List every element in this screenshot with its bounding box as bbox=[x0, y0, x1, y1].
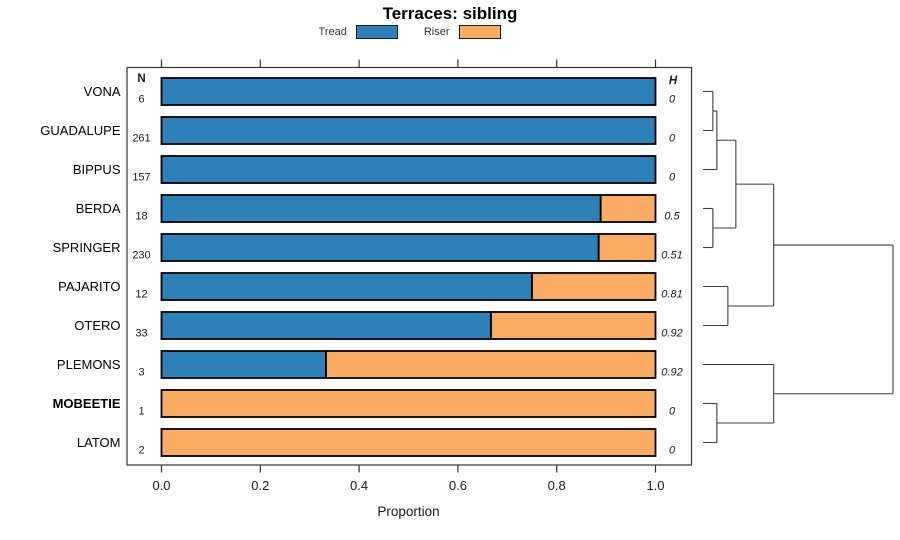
bar-segment-riser bbox=[325, 350, 657, 379]
h-value: 0 bbox=[669, 172, 676, 184]
h-value: 0.5 bbox=[664, 211, 680, 223]
n-value: 6 bbox=[138, 94, 144, 106]
bar-segment-tread bbox=[160, 350, 327, 379]
h-value: 0 bbox=[669, 94, 676, 106]
legend-item-tread: Tread bbox=[319, 25, 398, 39]
n-value: 230 bbox=[132, 250, 150, 262]
bar-segment-riser bbox=[599, 194, 657, 223]
legend-swatch-tread bbox=[355, 25, 398, 39]
h-value: 0 bbox=[669, 445, 676, 457]
row-label: VONA bbox=[84, 84, 121, 99]
h-value: 0.51 bbox=[661, 250, 682, 262]
h-value: 0.92 bbox=[661, 328, 682, 340]
legend-label-tread: Tread bbox=[318, 26, 347, 38]
h-column-header: H bbox=[669, 75, 678, 87]
bar-segment-riser bbox=[490, 311, 657, 340]
row-label: SPRINGER bbox=[53, 240, 121, 255]
bar-segment-tread bbox=[160, 194, 602, 223]
h-value: 0 bbox=[669, 133, 676, 145]
n-value: 157 bbox=[132, 172, 150, 184]
n-value: 2 bbox=[138, 445, 144, 457]
bar-segment-tread bbox=[160, 116, 657, 145]
row-label: PAJARITO bbox=[58, 279, 120, 294]
x-tick-label: 1.0 bbox=[646, 478, 664, 493]
bar-segment-riser bbox=[531, 272, 657, 301]
x-tick-label: 0.4 bbox=[350, 478, 368, 493]
x-tick-label: 0.8 bbox=[548, 478, 566, 493]
x-tick-label: 0.0 bbox=[152, 478, 170, 493]
row-label: MOBEETIE bbox=[53, 396, 121, 411]
n-value: 12 bbox=[135, 289, 147, 301]
bar-segment-tread bbox=[160, 155, 657, 184]
legend: Tread Riser bbox=[127, 25, 692, 39]
chart-title: Terraces: sibling bbox=[382, 4, 518, 23]
row-label: PLEMONS bbox=[57, 357, 121, 372]
n-value: 261 bbox=[132, 133, 150, 145]
n-value: 18 bbox=[135, 211, 147, 223]
row-label: BIPPUS bbox=[73, 162, 121, 177]
n-value: 3 bbox=[138, 367, 144, 379]
legend-item-riser: Riser bbox=[424, 25, 501, 39]
bar-segment-riser bbox=[597, 233, 657, 262]
x-tick-label: 0.6 bbox=[449, 478, 467, 493]
legend-swatch-riser bbox=[458, 25, 501, 39]
x-axis-label: Proportion bbox=[377, 504, 439, 519]
bar-segment-tread bbox=[160, 233, 600, 262]
row-label: LATOM bbox=[77, 435, 121, 450]
x-tick-label: 0.2 bbox=[251, 478, 269, 493]
h-value: 0 bbox=[669, 406, 676, 418]
legend-label-riser: Riser bbox=[423, 26, 450, 38]
n-column-header: N bbox=[137, 73, 145, 85]
row-label: OTERO bbox=[74, 318, 120, 333]
row-label: GUADALUPE bbox=[40, 123, 121, 138]
n-value: 1 bbox=[138, 406, 144, 418]
h-value: 0.92 bbox=[661, 367, 682, 379]
plot-border bbox=[126, 66, 693, 466]
h-value: 0.81 bbox=[661, 289, 682, 301]
bar-segment-tread bbox=[160, 77, 657, 106]
bar-segment-tread bbox=[160, 272, 533, 301]
row-label: BERDA bbox=[76, 201, 121, 216]
bar-segment-tread bbox=[160, 311, 492, 340]
bar-segment-riser bbox=[160, 389, 657, 418]
n-value: 33 bbox=[135, 328, 147, 340]
bar-segment-riser bbox=[160, 428, 657, 457]
